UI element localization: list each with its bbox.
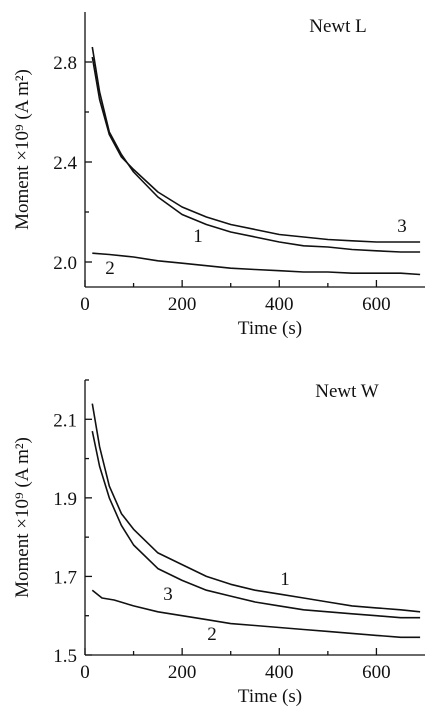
series-line-3 <box>91 56 421 243</box>
series-label-3: 3 <box>397 216 407 237</box>
x-tick-label: 600 <box>362 294 391 315</box>
y-tick-label: 2.8 <box>53 53 77 74</box>
panel-title: Newt L <box>309 16 367 37</box>
y-tick-label: 2.1 <box>53 410 77 431</box>
series-line-2 <box>92 252 421 276</box>
x-tick-label: 400 <box>265 662 294 683</box>
x-tick-label: 0 <box>80 294 90 315</box>
x-tick-label: 600 <box>362 662 391 683</box>
series-line-1 <box>91 403 421 613</box>
series-label-1: 1 <box>193 226 203 247</box>
y-tick-label: 2.4 <box>53 153 77 174</box>
panel-title: Newt W <box>315 381 379 402</box>
x-tick-label: 200 <box>168 294 197 315</box>
y-tick-label: 1.5 <box>53 646 77 667</box>
x-tick-label: 400 <box>265 294 294 315</box>
series-label-1: 1 <box>280 569 290 590</box>
y-tick-label: 1.7 <box>53 567 77 588</box>
series-line-1 <box>91 46 421 253</box>
x-tick-label: 200 <box>168 662 197 683</box>
x-tick-label: 0 <box>80 662 90 683</box>
chart-newt-l: 0 200 400 600 2.0 2.4 2.8 Time (s) Moment ×10⁹ (… <box>12 12 425 339</box>
y-axis-title: Moment ×10⁹ (A m²) <box>12 437 33 598</box>
y-axis-title: Moment ×10⁹ (A m²) <box>12 69 33 230</box>
x-axis-title: Time (s) <box>238 686 302 707</box>
y-tick-label: 2.0 <box>53 253 77 274</box>
x-axis-title: Time (s) <box>238 318 302 339</box>
y-tick-label: 1.9 <box>53 489 77 510</box>
series-line-2 <box>91 589 421 639</box>
series-label-2: 2 <box>207 624 217 645</box>
series-label-2: 2 <box>105 258 115 279</box>
series-line-3 <box>91 430 421 619</box>
series-label-3: 3 <box>163 584 173 605</box>
chart-newt-w: 0 200 400 600 1.5 1.7 1.9 2.1 Time (s) Moment ×10… <box>12 379 425 707</box>
